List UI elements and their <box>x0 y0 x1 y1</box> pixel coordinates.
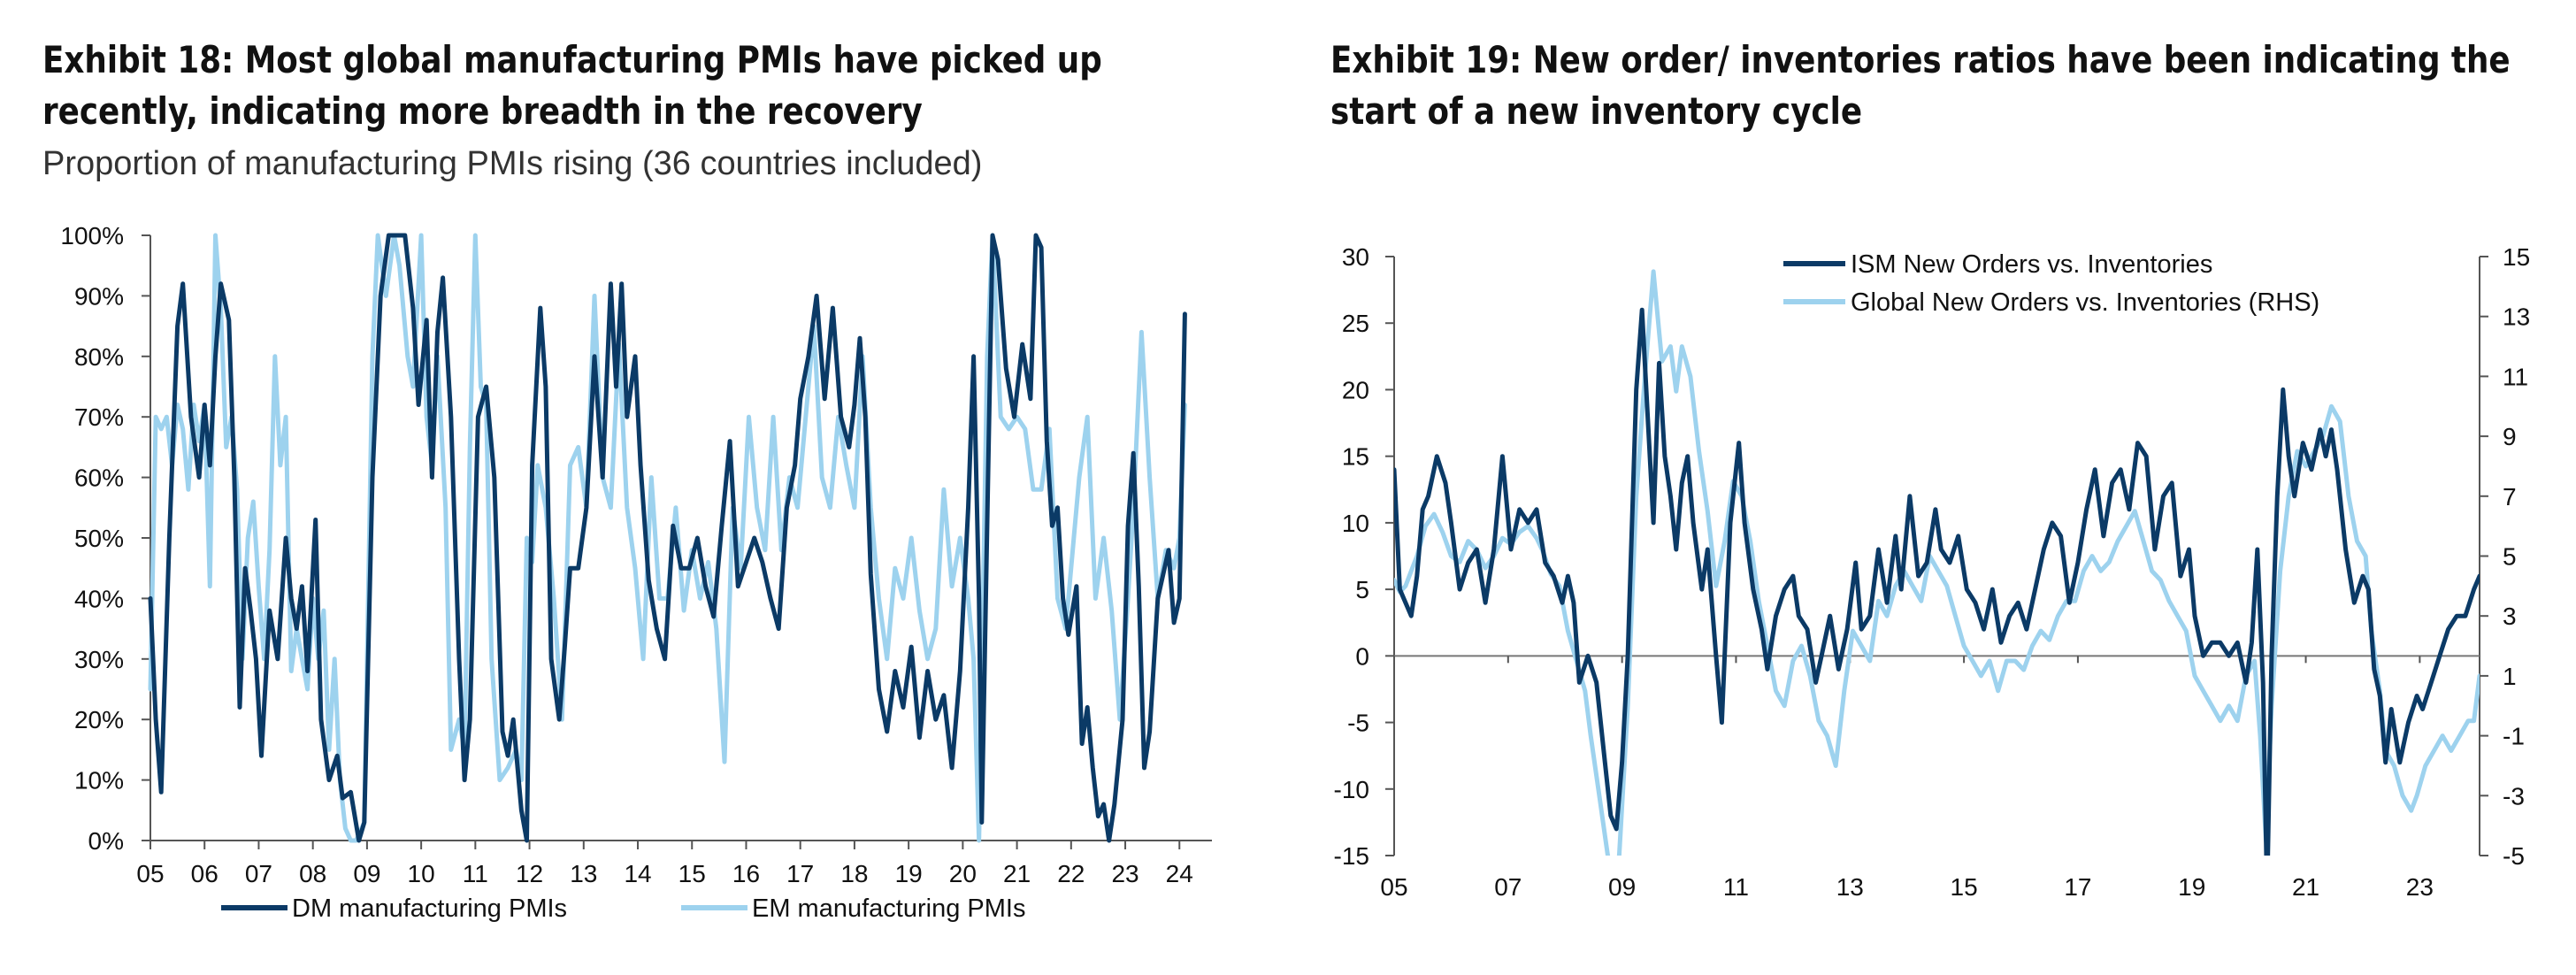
x-tick-label: 13 <box>1836 873 1864 901</box>
y-tick-label: 50% <box>74 525 124 552</box>
series-line-em <box>148 233 1187 843</box>
x-tick-label: 07 <box>1494 873 1522 901</box>
x-tick-label: 14 <box>624 860 651 887</box>
x-tick-label: 13 <box>570 860 597 887</box>
y-tick-label: 30 <box>1342 243 1369 271</box>
exhibit-18-subtitle: Proportion of manufacturing PMIs rising … <box>42 145 983 182</box>
y-tick-label: 5 <box>1355 576 1369 603</box>
y-tick-label: 10% <box>74 767 124 795</box>
y-tick-label: 30% <box>74 646 124 673</box>
x-tick-label: 16 <box>732 860 760 887</box>
y-tick-label: 100% <box>60 222 124 250</box>
y-tick-label: 10 <box>1342 510 1369 537</box>
y-tick-label: 25 <box>1342 310 1369 337</box>
y-tick-label: -15 <box>1334 842 1369 870</box>
y-tick-label: -10 <box>1334 776 1369 803</box>
x-tick-label: 15 <box>1951 873 1978 901</box>
x-tick-label: 05 <box>136 860 164 887</box>
legend-label-global: Global New Orders vs. Inventories (RHS) <box>1851 288 2319 317</box>
exhibit-19-panel: Exhibit 19: New order/ inventories ratio… <box>1288 0 2576 975</box>
y2-tick-label: 15 <box>2503 243 2530 271</box>
x-tick-label: 23 <box>1111 860 1138 887</box>
x-tick-label: 23 <box>2406 873 2434 901</box>
x-tick-label: 22 <box>1057 860 1085 887</box>
legend-label-em: EM manufacturing PMIs <box>752 894 1025 923</box>
y-tick-label: 0 <box>1355 642 1369 670</box>
exhibit-19-title-line2: start of a new inventory cycle <box>1330 89 1863 133</box>
x-tick-label: 19 <box>2178 873 2205 901</box>
y2-tick-label: -1 <box>2503 723 2525 750</box>
y2-tick-label: 13 <box>2503 303 2530 331</box>
y-tick-label: 70% <box>74 403 124 431</box>
y2-tick-label: 11 <box>2503 363 2528 390</box>
x-tick-label: 11 <box>463 860 488 887</box>
x-tick-label: 06 <box>191 860 218 887</box>
y2-tick-label: 9 <box>2503 423 2517 450</box>
y-tick-label: 60% <box>74 464 124 492</box>
x-tick-label: 18 <box>840 860 868 887</box>
x-tick-label: 09 <box>353 860 380 887</box>
y-tick-label: 80% <box>74 343 124 371</box>
y-tick-label: 15 <box>1342 443 1369 471</box>
x-tick-label: 24 <box>1166 860 1193 887</box>
exhibit-18-chart: 0% 10% 20% 30% 40% 50% 60% 70% 80% 90% 100% 05 06 07 0… <box>60 222 1212 923</box>
y2-tick-label: -3 <box>2503 782 2525 810</box>
exhibit-18-panel: Exhibit 18: Most global manufacturing PM… <box>42 38 1212 923</box>
exhibit-18-title-line1: Exhibit 18: Most global manufacturing PM… <box>42 38 1102 81</box>
x-tick-label: 19 <box>895 860 923 887</box>
x-tick-label: 17 <box>2064 873 2091 901</box>
x-tick-label: 17 <box>786 860 814 887</box>
x-tick-label: 21 <box>2292 873 2319 901</box>
y2-tick-label: 5 <box>2503 543 2517 571</box>
x-tick-label: 07 <box>245 860 272 887</box>
y-tick-label: 40% <box>74 585 124 612</box>
y-tick-label: 90% <box>74 282 124 310</box>
x-tick-label: 08 <box>299 860 326 887</box>
series-line-global <box>1394 269 2480 856</box>
series-line-dm <box>148 233 1187 843</box>
x-tick-label: 21 <box>1003 860 1031 887</box>
x-tick-label: 05 <box>1380 873 1407 901</box>
exhibit-19-title-line1: Exhibit 19: New order/ inventories ratio… <box>1330 38 2511 81</box>
x-tick-label: 11 <box>1723 873 1749 901</box>
y2-tick-label: -5 <box>2503 842 2525 870</box>
legend-label-ism: ISM New Orders vs. Inventories <box>1851 250 2212 279</box>
exhibit-18-title-line2: recently, indicating more breadth in the… <box>42 89 923 133</box>
y2-tick-label: 7 <box>2503 483 2517 511</box>
legend-label-dm: DM manufacturing PMIs <box>292 894 567 923</box>
plot-area <box>1394 269 2480 856</box>
y-tick-label: 20 <box>1342 376 1369 403</box>
y2-tick-label: 1 <box>2503 663 2517 690</box>
x-tick-label: 20 <box>949 860 977 887</box>
y2-tick-label: 3 <box>2503 603 2517 630</box>
x-tick-label: 09 <box>1608 873 1636 901</box>
x-tick-label: 15 <box>678 860 706 887</box>
y-tick-label: -5 <box>1347 710 1369 737</box>
y-tick-label: 20% <box>74 706 124 733</box>
x-tick-label: 12 <box>516 860 543 887</box>
series-line-ism <box>1394 307 2480 856</box>
x-tick-label: 10 <box>408 860 435 887</box>
y-tick-label: 0% <box>88 827 124 855</box>
